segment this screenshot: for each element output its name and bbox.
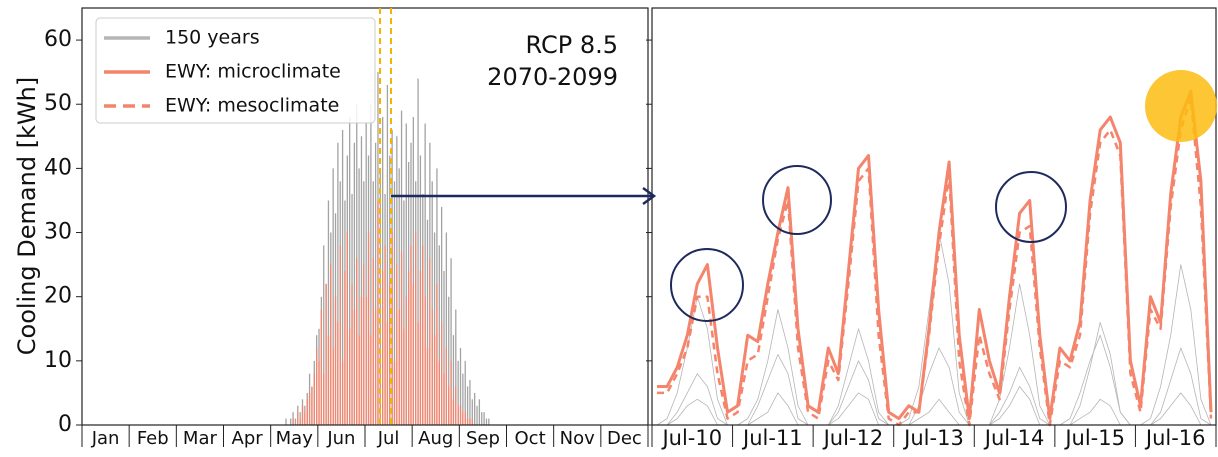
highlight-circle: [670, 248, 744, 322]
x-tick-label: Dec: [607, 428, 642, 449]
highlight-circle: [995, 171, 1067, 243]
legend-label: EWY: mesoclimate: [165, 95, 339, 117]
legend-box: [95, 17, 376, 124]
plot-frame: [651, 7, 1217, 426]
x-tick-label: Mar: [183, 428, 218, 449]
y-axis-label: Cooling Demand [kWh]: [13, 77, 41, 356]
x-tick-label: Jul-16: [1144, 426, 1206, 450]
y-tick-label: 20: [44, 284, 72, 309]
y-tick-label: 50: [44, 91, 72, 116]
x-tick-label: Jun: [326, 428, 355, 449]
x-tick-label: May: [276, 428, 314, 449]
peak-highlight: [1145, 70, 1217, 142]
x-tick-label: Jul-13: [902, 426, 964, 450]
annotation: 2070-2099: [487, 63, 618, 91]
x-tick-label: Jul-14: [983, 426, 1045, 450]
x-tick-label: Jul-15: [1063, 426, 1125, 450]
series-line: [657, 322, 1212, 426]
x-tick-label: Jul-10: [660, 426, 722, 450]
x-tick-label: Nov: [560, 428, 595, 449]
arrow-head: [642, 186, 657, 206]
y-tick-label: 60: [44, 27, 72, 52]
y-tick-label: 10: [44, 348, 72, 373]
x-tick-label: Feb: [137, 428, 169, 449]
x-tick-label: Jul: [377, 428, 400, 449]
legend-label: 150 years: [165, 27, 260, 49]
plot-frame: [81, 7, 649, 426]
y-tick-label: 0: [58, 412, 72, 437]
x-tick-label: Jul-12: [822, 426, 884, 450]
x-tick-label: Jan: [91, 428, 120, 449]
highlight-circle: [762, 165, 832, 235]
x-tick-label: Oct: [515, 428, 546, 449]
y-tick-label: 30: [44, 220, 72, 245]
x-tick-label: Aug: [418, 428, 453, 449]
legend-label: EWY: microclimate: [165, 61, 341, 83]
series-line: [657, 386, 1211, 426]
x-tick-label: Jul-11: [741, 426, 803, 450]
annotation: RCP 8.5: [525, 31, 618, 59]
y-tick-label: 40: [44, 155, 72, 180]
x-tick-label: Apr: [232, 428, 264, 449]
x-tick-label: Sep: [466, 428, 500, 449]
legend: 150 years EWY: microclimate EWY: mesoclima…: [95, 17, 376, 124]
